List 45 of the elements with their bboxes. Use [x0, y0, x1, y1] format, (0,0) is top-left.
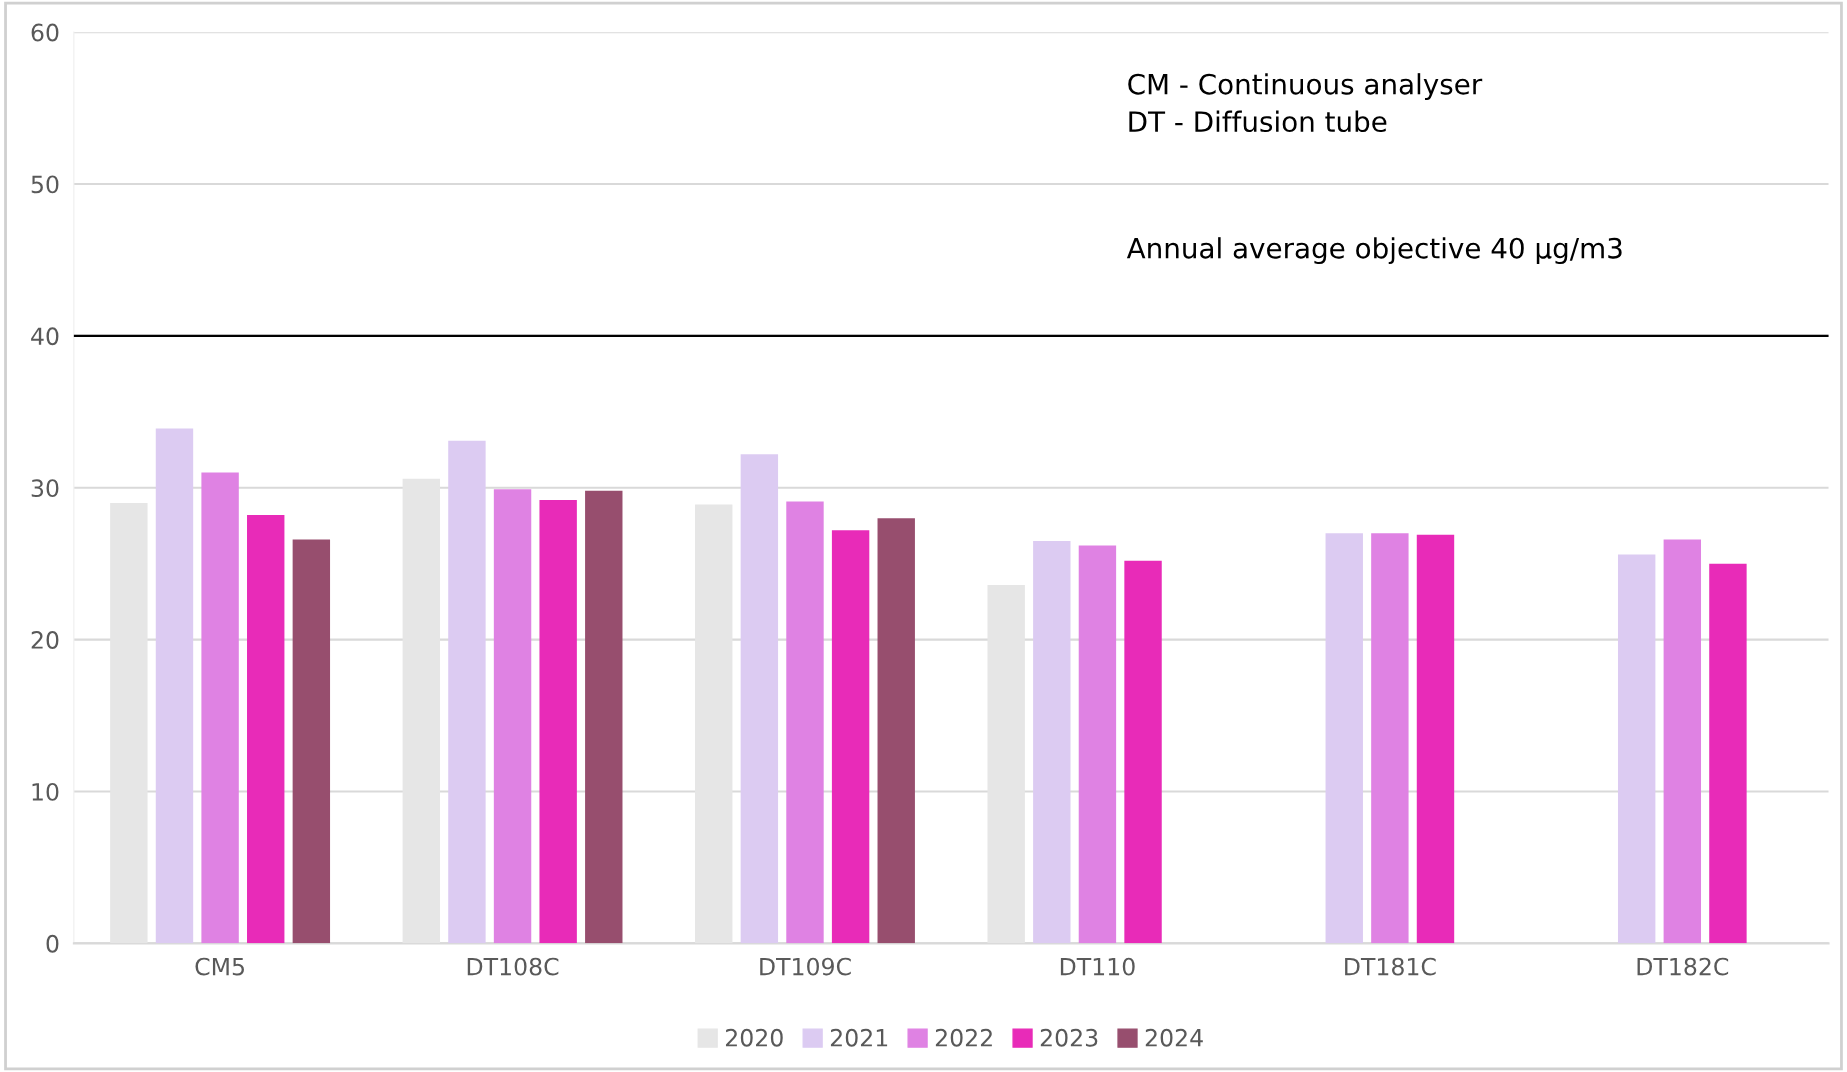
x-tick-label: DT182C [1637, 957, 1729, 976]
legend-label: 2022 [935, 1028, 992, 1047]
x-tick-label: DT109C [760, 957, 851, 976]
bar [292, 539, 331, 944]
bar [1371, 533, 1409, 944]
bar [877, 518, 915, 944]
bar [1663, 539, 1702, 944]
legend-label: 2020 [725, 1028, 783, 1047]
bar [155, 428, 194, 944]
bar [1078, 545, 1117, 944]
x-tick-label: DT108C [467, 957, 559, 976]
bar [831, 530, 870, 944]
bar [493, 489, 532, 944]
legend-label: 2024 [1145, 1028, 1203, 1047]
y-tick-label: 40 [31, 327, 59, 346]
bar [987, 584, 1025, 944]
bar [786, 501, 824, 944]
y-tick-label: 20 [31, 631, 59, 649]
legend-label: 2023 [1040, 1028, 1098, 1047]
bar [1033, 540, 1071, 944]
y-tick-label: 10 [32, 782, 59, 801]
bar [695, 504, 733, 944]
y-tick-label: 30 [31, 479, 59, 498]
bar [1416, 534, 1455, 944]
bar [402, 478, 441, 944]
bar [1709, 563, 1747, 944]
bar [740, 454, 779, 944]
x-tick-label: CM5 [195, 957, 244, 976]
bar [1617, 554, 1656, 944]
legend-label: 2021 [830, 1028, 888, 1047]
bar [247, 515, 285, 944]
annotation: CM - Continuous analyser DT - Diffusion tube [1128, 73, 1483, 133]
bar [585, 490, 623, 944]
bar [539, 499, 577, 944]
bar [110, 502, 148, 944]
y-tick-label: 60 [31, 23, 59, 42]
x-tick-label: DT181C [1345, 957, 1436, 976]
y-tick-label: 50 [31, 175, 59, 194]
bar [1325, 533, 1363, 944]
y-tick-label: 0 [46, 934, 59, 953]
x-tick-label: DT110 [1060, 957, 1135, 976]
bar [448, 440, 486, 944]
annotation: Annual average objective 40 µg/m3 [1126, 237, 1622, 265]
bar [201, 472, 239, 944]
bar [1124, 560, 1162, 944]
